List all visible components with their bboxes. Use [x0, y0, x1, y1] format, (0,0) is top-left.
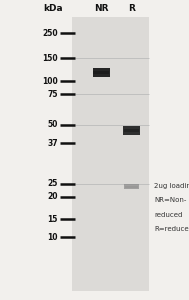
Bar	[123, 126, 140, 135]
Bar	[93, 68, 110, 77]
Text: 2ug loading: 2ug loading	[154, 183, 189, 189]
Text: 10: 10	[47, 232, 58, 242]
Text: 37: 37	[47, 139, 58, 148]
Bar	[72, 16, 149, 291]
Text: 150: 150	[42, 54, 58, 63]
Bar	[124, 184, 139, 189]
Bar	[125, 186, 138, 188]
Text: 50: 50	[47, 120, 58, 129]
Text: R: R	[128, 4, 135, 13]
Text: 15: 15	[47, 214, 58, 224]
Text: kDa: kDa	[43, 4, 63, 13]
Text: 20: 20	[47, 192, 58, 201]
Text: NR: NR	[94, 4, 108, 13]
Bar	[124, 129, 139, 132]
Text: 100: 100	[42, 76, 58, 85]
Text: 75: 75	[47, 90, 58, 99]
Text: R=reduced: R=reduced	[154, 226, 189, 232]
Text: NR=Non-: NR=Non-	[154, 197, 186, 203]
Text: reduced: reduced	[154, 212, 182, 218]
Bar	[94, 71, 109, 74]
Text: 25: 25	[47, 179, 58, 188]
Text: 250: 250	[42, 28, 58, 38]
